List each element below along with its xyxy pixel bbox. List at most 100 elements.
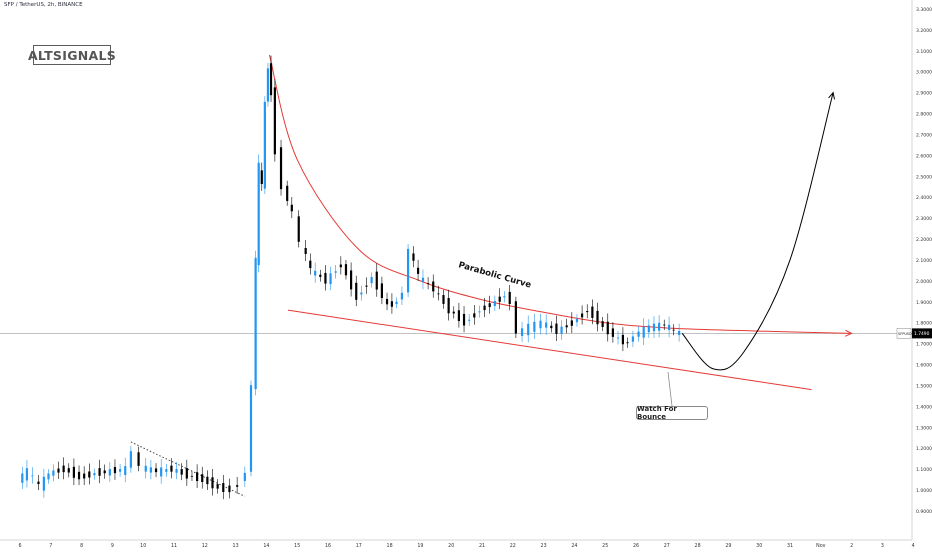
last-price-tag: SFPUSDT 1.7490 bbox=[896, 328, 932, 339]
candle-body bbox=[390, 301, 394, 307]
projection-path bbox=[681, 92, 834, 371]
y-tick-label: 2.7000 bbox=[916, 132, 932, 138]
price-tag-symbol: SFPUSDT bbox=[898, 332, 915, 336]
candle-body bbox=[462, 313, 466, 326]
candle-body bbox=[324, 272, 327, 284]
candle-body bbox=[260, 170, 263, 185]
candle-body bbox=[678, 331, 681, 336]
candle-body bbox=[385, 298, 389, 305]
candle-body bbox=[129, 451, 132, 468]
candle-body bbox=[279, 147, 283, 190]
candle-body bbox=[412, 253, 415, 261]
candle-body bbox=[185, 468, 188, 479]
x-tick-label: 31 bbox=[787, 543, 793, 549]
candle-body bbox=[57, 468, 60, 473]
candle-body bbox=[468, 319, 471, 321]
candle-body bbox=[631, 336, 635, 342]
candle-body bbox=[266, 68, 270, 102]
candle-body bbox=[93, 473, 96, 476]
candle-body bbox=[591, 306, 594, 318]
candle-body bbox=[344, 264, 348, 276]
candle-body bbox=[370, 277, 373, 284]
candle-body bbox=[427, 283, 430, 284]
y-tick-label: 2.6000 bbox=[916, 153, 932, 159]
y-tick-label: 1.9000 bbox=[916, 300, 932, 306]
x-tick-label: 22 bbox=[510, 543, 516, 549]
candle-body bbox=[375, 271, 378, 290]
parabolic-curve-arrow bbox=[845, 329, 853, 337]
candle-body bbox=[520, 328, 524, 337]
candle-body bbox=[42, 476, 45, 491]
y-tick-label: 2.2000 bbox=[916, 237, 932, 243]
y-tick-label: 2.9000 bbox=[916, 91, 932, 97]
candle-body bbox=[113, 466, 117, 474]
candle-body bbox=[663, 324, 666, 326]
candle-body bbox=[37, 481, 40, 485]
candle-body bbox=[314, 270, 317, 276]
candle-body bbox=[621, 334, 625, 345]
candle-body bbox=[473, 313, 476, 318]
watch-for-bounce-callout[interactable]: Watch For Bounce bbox=[636, 405, 708, 421]
candle-body bbox=[616, 337, 620, 339]
candle-body bbox=[77, 471, 81, 480]
candle-body bbox=[137, 452, 140, 466]
x-tick-label: 30 bbox=[756, 543, 762, 549]
candle-body bbox=[493, 300, 496, 306]
x-tick-label: 16 bbox=[325, 543, 331, 549]
candle-body bbox=[447, 298, 450, 314]
candle-body bbox=[596, 310, 599, 325]
candle-body bbox=[309, 260, 312, 269]
candle-body bbox=[62, 465, 65, 473]
candle-body bbox=[228, 485, 231, 493]
y-tick-label: 1.5000 bbox=[916, 383, 932, 389]
candle-body bbox=[527, 323, 530, 336]
y-tick-label: 0.9000 bbox=[916, 509, 932, 515]
y-tick-label: 1.7000 bbox=[916, 342, 932, 348]
candle-body bbox=[498, 296, 501, 302]
y-tick-label: 2.0000 bbox=[916, 279, 932, 285]
candle-body bbox=[668, 324, 671, 331]
x-tick-label: 23 bbox=[541, 543, 547, 549]
candle-body bbox=[83, 473, 86, 479]
candle-body bbox=[319, 274, 322, 277]
candle-body bbox=[560, 326, 563, 334]
candle-body bbox=[286, 185, 289, 201]
candle-body bbox=[626, 342, 629, 344]
candle-body bbox=[190, 475, 194, 477]
candle-body bbox=[339, 264, 342, 268]
candle-body bbox=[570, 320, 573, 326]
candle-body bbox=[222, 483, 225, 492]
candle-body bbox=[211, 477, 214, 489]
candle-body bbox=[170, 465, 173, 472]
candle-body bbox=[442, 295, 445, 304]
candle-body bbox=[108, 469, 111, 476]
candle-body bbox=[154, 468, 158, 473]
y-tick-label: 1.2000 bbox=[916, 446, 932, 452]
price-tag-symbol-box bbox=[896, 328, 912, 339]
candle-body bbox=[31, 475, 34, 477]
candle-body bbox=[334, 271, 337, 273]
candle-body bbox=[103, 470, 106, 474]
candle-body bbox=[395, 301, 398, 305]
candle-body bbox=[457, 310, 460, 321]
candle-body bbox=[47, 473, 50, 480]
x-tick-label: 19 bbox=[417, 543, 423, 549]
candle-body bbox=[365, 285, 368, 287]
candle-body bbox=[545, 322, 548, 328]
y-tick-label: 2.5000 bbox=[916, 174, 932, 180]
candle-body bbox=[98, 468, 101, 476]
candle-body bbox=[67, 468, 70, 473]
candle-body bbox=[21, 473, 24, 483]
candle-body bbox=[606, 321, 609, 335]
x-tick-label: 21 bbox=[479, 543, 485, 549]
y-tick-label: 1.6000 bbox=[916, 363, 932, 369]
projection-arrow bbox=[828, 91, 835, 100]
support-trendline bbox=[287, 309, 812, 391]
candle-body bbox=[290, 204, 293, 212]
candle-body bbox=[575, 318, 579, 323]
y-tick-label: 1.4000 bbox=[916, 404, 932, 410]
candle-body bbox=[565, 325, 568, 328]
candle-body bbox=[25, 468, 29, 481]
